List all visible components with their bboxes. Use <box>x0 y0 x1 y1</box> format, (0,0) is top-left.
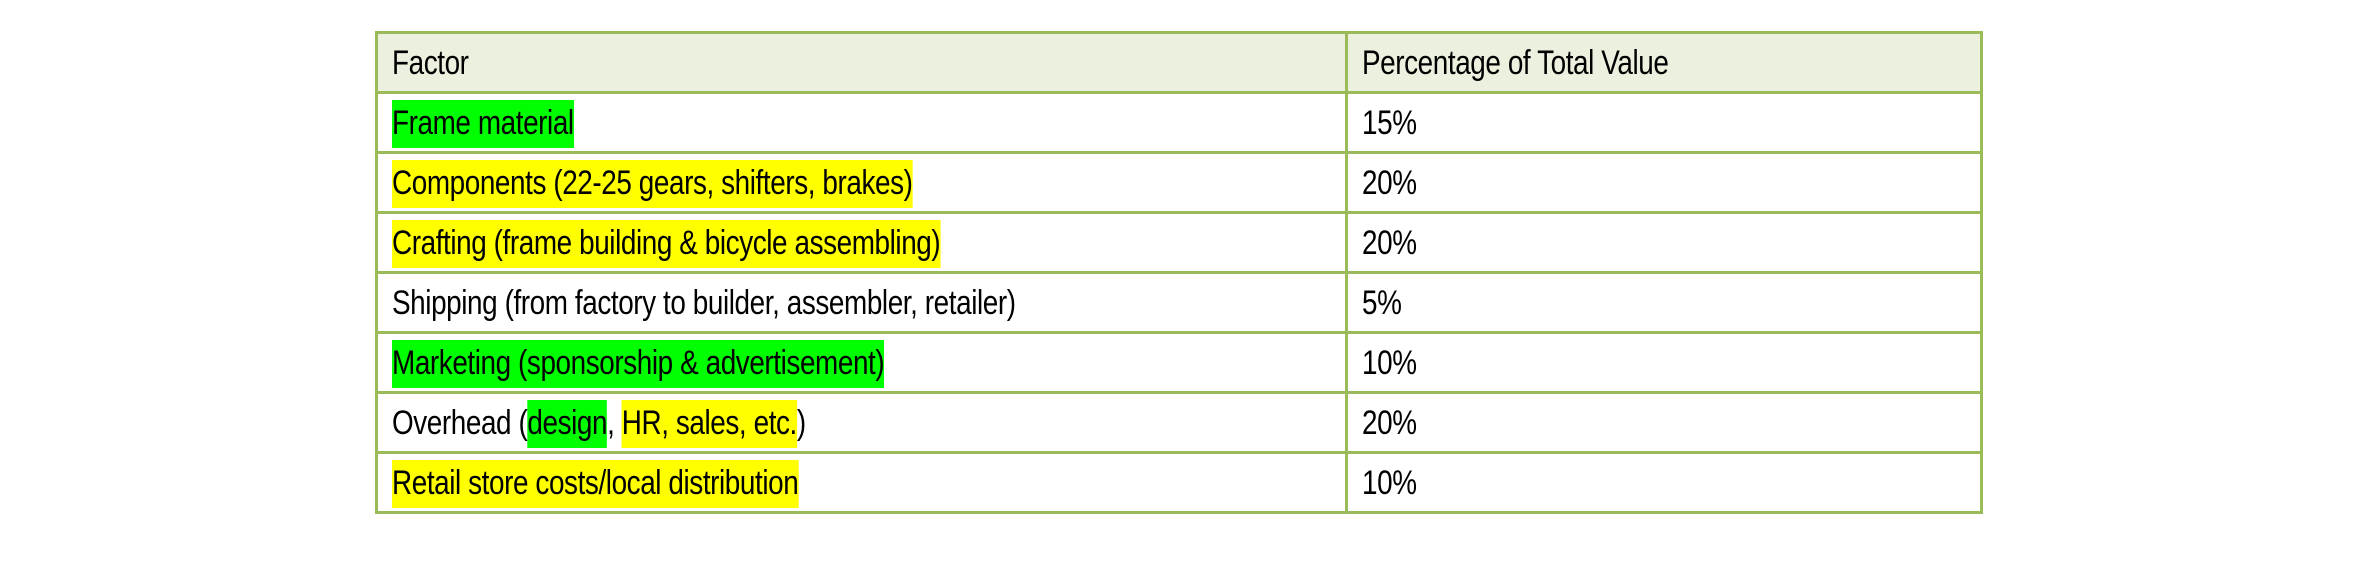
table-row: Retail store costs/local distribution 10… <box>375 451 1983 514</box>
factor-text-segment: ) <box>796 403 806 442</box>
table-row: Shipping (from factory to builder, assem… <box>375 271 1983 334</box>
green-highlighted-text: design <box>527 399 607 448</box>
factor-text-segment: Shipping (from factory to builder, assem… <box>392 283 1016 322</box>
factor-percentage-table: Factor Percentage of Total Value Frame m… <box>375 31 1983 514</box>
percentage-cell: 15% <box>1345 91 1983 154</box>
percentage-cell: 20% <box>1345 151 1983 214</box>
table-row: Components (22-25 gears, shifters, brake… <box>375 151 1983 214</box>
table-row: Crafting (frame building & bicycle assem… <box>375 211 1983 274</box>
factor-cell: Crafting (frame building & bicycle assem… <box>375 211 1348 274</box>
factor-text: Retail store costs/local distribution <box>392 459 799 508</box>
factor-text-segment: , <box>607 403 622 442</box>
column-header-factor: Factor <box>375 31 1348 94</box>
factor-text: Overhead (design, HR, sales, etc.) <box>392 399 806 448</box>
factor-text: Crafting (frame building & bicycle assem… <box>392 219 941 268</box>
factor-text-segment: Overhead ( <box>392 403 528 442</box>
yellow-highlighted-text: Components (22-25 gears, shifters, brake… <box>392 159 913 208</box>
yellow-highlighted-text: Retail store costs/local distribution <box>392 459 799 508</box>
table-body: Frame material 15% Components (22-25 gea… <box>375 91 1983 514</box>
percentage-cell: 20% <box>1345 211 1983 274</box>
column-header-factor-label: Factor <box>392 43 469 82</box>
percentage-value: 15% <box>1362 103 1417 142</box>
table-row: Frame material 15% <box>375 91 1983 154</box>
percentage-value: 20% <box>1362 163 1417 202</box>
factor-cell: Marketing (sponsorship & advertisement) <box>375 331 1348 394</box>
percentage-value: 20% <box>1362 403 1417 442</box>
percentage-cell: 20% <box>1345 391 1983 454</box>
percentage-value: 20% <box>1362 223 1417 262</box>
percentage-cell: 5% <box>1345 271 1983 334</box>
column-header-percentage: Percentage of Total Value <box>1345 31 1983 94</box>
percentage-cell: 10% <box>1345 451 1983 514</box>
column-header-percentage-label: Percentage of Total Value <box>1362 43 1669 82</box>
percentage-value: 10% <box>1362 343 1417 382</box>
table-row: Overhead (design, HR, sales, etc.) 20% <box>375 391 1983 454</box>
percentage-value: 10% <box>1362 463 1417 502</box>
table-row: Marketing (sponsorship & advertisement) … <box>375 331 1983 394</box>
percentage-cell: 10% <box>1345 331 1983 394</box>
yellow-highlighted-text: Crafting (frame building & bicycle assem… <box>392 219 941 268</box>
green-highlighted-text: Marketing (sponsorship & advertisement) <box>392 339 885 388</box>
factor-text: Frame material <box>392 99 574 148</box>
factor-text: Shipping (from factory to builder, assem… <box>392 286 1016 320</box>
factor-text: Marketing (sponsorship & advertisement) <box>392 339 885 388</box>
factor-cell: Frame material <box>375 91 1348 154</box>
green-highlighted-text: Frame material <box>392 99 574 148</box>
factor-cell: Overhead (design, HR, sales, etc.) <box>375 391 1348 454</box>
factor-cell: Components (22-25 gears, shifters, brake… <box>375 151 1348 214</box>
table-header-row: Factor Percentage of Total Value <box>375 31 1983 94</box>
factor-text: Components (22-25 gears, shifters, brake… <box>392 159 913 208</box>
factor-table-container: Factor Percentage of Total Value Frame m… <box>375 31 1983 514</box>
factor-cell: Shipping (from factory to builder, assem… <box>375 271 1348 334</box>
percentage-value: 5% <box>1362 283 1402 322</box>
factor-cell: Retail store costs/local distribution <box>375 451 1348 514</box>
yellow-highlighted-text: HR, sales, etc. <box>621 399 797 448</box>
